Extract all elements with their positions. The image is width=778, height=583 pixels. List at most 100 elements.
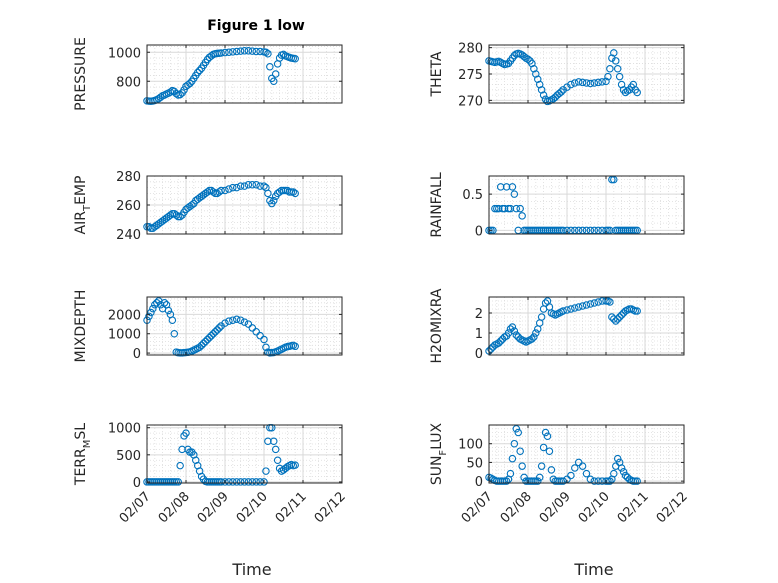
subplot-terr-msl: 0 500 1000 02/07 02/08 02/09 02/10 02/11 02/12 TE… bbox=[73, 422, 349, 527]
data-point bbox=[530, 333, 538, 341]
data-point bbox=[606, 477, 614, 485]
data-point bbox=[598, 78, 606, 86]
data-point bbox=[209, 329, 218, 338]
data-point bbox=[266, 62, 274, 71]
data-point bbox=[559, 307, 567, 315]
axes-box bbox=[146, 424, 343, 484]
y-tick-label: 500 bbox=[116, 449, 141, 464]
y-axis-label-part: TERR bbox=[73, 448, 89, 486]
data-point bbox=[613, 454, 622, 463]
data-point bbox=[232, 478, 241, 486]
data-point bbox=[615, 313, 624, 321]
data-point bbox=[151, 300, 159, 309]
data-point bbox=[188, 201, 196, 209]
y-tick-label: 800 bbox=[116, 75, 141, 90]
data-point bbox=[594, 298, 602, 306]
y-tick-label: 270 bbox=[458, 94, 483, 109]
axes-box bbox=[146, 296, 343, 356]
data-point bbox=[186, 79, 194, 88]
y-axis-label-part: SL bbox=[73, 423, 89, 440]
data-point bbox=[262, 343, 270, 352]
y-tick-label: 0.5 bbox=[462, 188, 483, 203]
data-point bbox=[508, 323, 517, 331]
data-point bbox=[240, 182, 249, 190]
data-point bbox=[508, 183, 517, 191]
data-point bbox=[221, 478, 229, 486]
data-point bbox=[590, 477, 599, 485]
y-axis-label-part: PRESSURE bbox=[73, 37, 89, 111]
data-point bbox=[248, 478, 257, 486]
subplot-air-temp: 240 260 280 AIRTEMP bbox=[73, 170, 343, 243]
axes-box bbox=[146, 44, 343, 104]
subplot-sun-flux: 0 50 100 02/07 02/08 02/09 02/10 02/11 02/12 SUNF… bbox=[429, 422, 691, 526]
data-point bbox=[617, 464, 626, 472]
data-point bbox=[518, 462, 526, 470]
data-point bbox=[586, 79, 595, 88]
x-tick-label: 02/12 bbox=[312, 489, 349, 526]
data-point bbox=[574, 458, 583, 467]
data-point bbox=[606, 64, 614, 73]
x-tick-label: 02/10 bbox=[234, 489, 271, 526]
data-point bbox=[279, 50, 288, 59]
data-point bbox=[594, 78, 602, 87]
data-point bbox=[582, 301, 591, 309]
y-axis-label-part: F bbox=[438, 450, 449, 456]
data-point bbox=[269, 437, 278, 446]
y-tick-label: 0 bbox=[475, 475, 483, 490]
data-point bbox=[240, 478, 249, 486]
y-axis-label: THETA bbox=[429, 51, 445, 97]
data-point bbox=[229, 478, 237, 486]
data-point bbox=[232, 183, 241, 192]
data-point bbox=[502, 477, 511, 485]
x-tick-label: 02/08 bbox=[156, 489, 193, 526]
x-tick-label: 02/07 bbox=[117, 489, 154, 526]
axes-box bbox=[488, 175, 685, 235]
data-point bbox=[260, 182, 268, 190]
data-point bbox=[567, 305, 575, 313]
data-point bbox=[611, 57, 620, 65]
data-point bbox=[563, 306, 571, 314]
x-axis-label-right: Time bbox=[573, 560, 613, 579]
data-point bbox=[217, 478, 225, 486]
data-point bbox=[633, 307, 641, 315]
data-point bbox=[176, 90, 184, 99]
axes-box bbox=[488, 424, 685, 484]
data-point bbox=[537, 313, 546, 321]
data-point bbox=[271, 445, 280, 454]
data-point bbox=[211, 328, 220, 336]
data-point bbox=[590, 299, 599, 307]
data-point bbox=[225, 48, 233, 56]
data-point bbox=[545, 447, 554, 455]
subplot-rainfall: 0 0.5 RAINFALL bbox=[429, 172, 685, 239]
data-point bbox=[213, 326, 221, 334]
data-point bbox=[604, 72, 612, 81]
data-point bbox=[633, 88, 641, 97]
data-point bbox=[205, 333, 214, 342]
data-point bbox=[611, 317, 620, 325]
data-point bbox=[248, 324, 257, 332]
data-point bbox=[160, 299, 169, 307]
data-point bbox=[551, 93, 560, 101]
data-point bbox=[574, 303, 583, 311]
data-point bbox=[244, 180, 253, 189]
data-point bbox=[606, 298, 614, 306]
data-point bbox=[229, 48, 237, 56]
data-point bbox=[555, 89, 563, 98]
data-point bbox=[260, 478, 268, 486]
y-axis-label-part: SUN bbox=[429, 456, 445, 486]
y-tick-label: 1000 bbox=[108, 422, 141, 437]
data-point bbox=[170, 329, 179, 338]
data-point bbox=[269, 196, 278, 205]
data-point bbox=[633, 477, 641, 485]
data-point bbox=[225, 478, 233, 486]
data-point bbox=[262, 48, 270, 56]
x-axis-label-left: Time bbox=[231, 560, 271, 579]
data-point bbox=[621, 471, 630, 480]
data-point bbox=[289, 188, 297, 196]
data-point bbox=[514, 428, 522, 437]
data-point bbox=[174, 478, 182, 486]
x-tick-label: 02/07 bbox=[459, 489, 496, 526]
data-point bbox=[195, 66, 204, 75]
data-point bbox=[176, 212, 184, 221]
